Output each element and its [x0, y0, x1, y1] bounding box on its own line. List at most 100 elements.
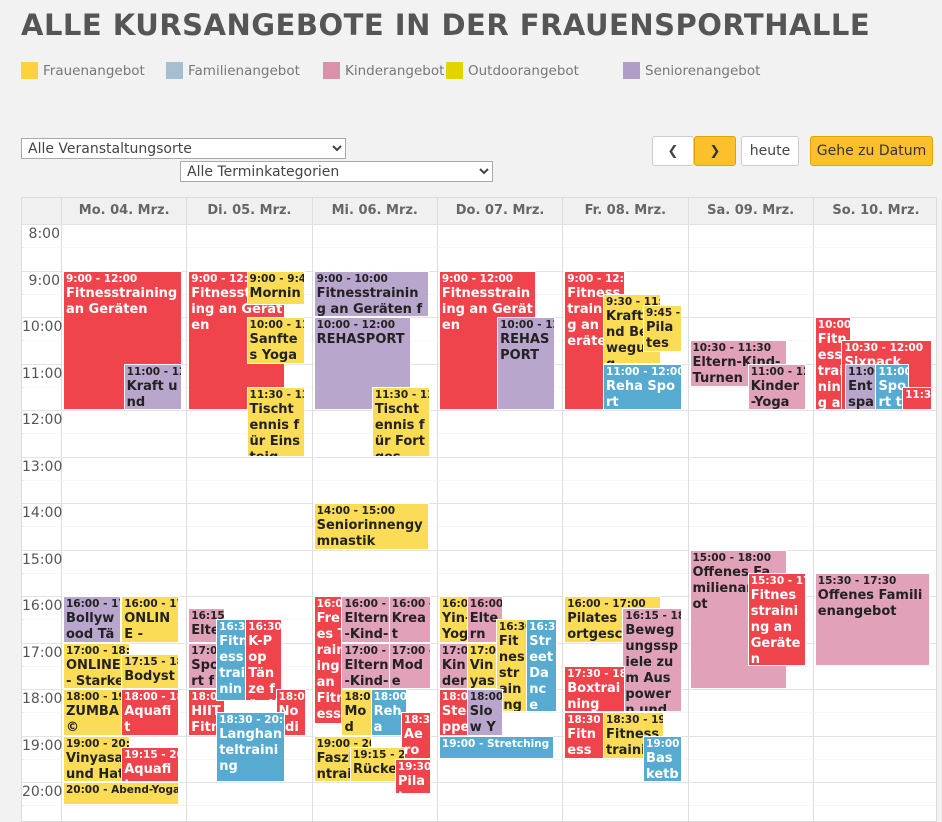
- calendar-event[interactable]: 19:00 - 20:00Basketball: [643, 735, 682, 782]
- event-title: Kreat: [391, 611, 426, 642]
- calendar-event[interactable]: 11:30 - 13:00Tischtennis für Einsteig: [246, 386, 305, 457]
- event-title: Offenes Familienangebot: [817, 587, 923, 619]
- calendar-event[interactable]: 19:00 - 20:00Vinyasa und Hatha Flow: [63, 735, 130, 782]
- event-title: Aerobic: [403, 727, 423, 759]
- today-button[interactable]: heute: [741, 136, 799, 166]
- prev-week-button[interactable]: ❮: [652, 136, 694, 166]
- week-calendar: Mo. 04. Mrz. Di. 05. Mrz. Mi. 06. Mrz. Do. …: [21, 197, 937, 822]
- event-time: 16:00 - 18:45: [316, 598, 350, 610]
- calendar-event[interactable]: 17:30 - 18:30Boxtraining: [564, 665, 625, 713]
- event-title: Reha: [373, 704, 402, 735]
- calendar-event[interactable]: 18:30 - 20:00Langhanteltraining: [216, 712, 286, 782]
- calendar-event[interactable]: 17:15 - 18:00Bodysty: [121, 654, 180, 689]
- calendar-event[interactable]: 17:00 - 18:00ONLINE - Starker: [63, 642, 130, 689]
- calendar-event[interactable]: 20:00 - Abend-Yoga: [63, 782, 180, 806]
- calendar-event[interactable]: 19:15 - 20:00Aquafit: [121, 747, 180, 782]
- calendar-event[interactable]: 11:30 - 12:00: [902, 386, 933, 410]
- event-time: 9:00 - 10:00: [316, 272, 388, 285]
- legend-item: Seniorenangebot: [623, 62, 760, 79]
- event-time: 18:30 - 19:30: [567, 714, 605, 727]
- event-title: Fitnesstraining an Geräten: [498, 634, 525, 713]
- calendar-event[interactable]: 19:30 - 20:15Pilates: [394, 758, 432, 794]
- legend-label: Outdoorangebot: [468, 62, 579, 79]
- event-time: 18:00 - 19:00: [278, 691, 305, 703]
- goto-date-button[interactable]: Gehe zu Datum: [810, 136, 933, 166]
- day-divider: [61, 224, 62, 821]
- legend-item: Kinderangebot: [323, 62, 444, 79]
- event-title: Eltern-Kind-Turnen: [344, 611, 389, 642]
- event-time: 10:30 - 12:00: [844, 342, 923, 355]
- event-time: 16:00 - 17:00: [344, 598, 395, 610]
- calendar-event[interactable]: 9:45 - 10:45Pilates: [643, 305, 682, 352]
- calendar-event[interactable]: 16:15 - 18:30Bewegungsspiele zum Auspowe…: [622, 607, 682, 713]
- calendar-event[interactable]: 16:00 - 17:00ONLINE -: [121, 596, 180, 643]
- calendar-event[interactable]: 14:00 - 15:00 Seniorinnengymnastik: [313, 503, 429, 550]
- calendar-event[interactable]: 19:00 - Stretching: [438, 735, 555, 759]
- calendar-event[interactable]: 11:00 - 12:00Kraft und: [123, 363, 182, 410]
- calendar-event[interactable]: 18:00 - 19:00ZUMBA©: [63, 689, 130, 736]
- event-time: 19:30 - 20:15: [397, 760, 432, 773]
- event-time: 16:00 - 17:00: [391, 598, 430, 610]
- calendar-event[interactable]: 16:00 - 17:00Bollywood Tänze: [63, 596, 122, 643]
- event-time: 10:00 - 12:00: [316, 319, 396, 331]
- calendar-event[interactable]: 15:30 - 17:30Fitnesstraining an Geräten: [747, 572, 806, 666]
- event-time: 16:00 - 17:00: [124, 598, 178, 610]
- calendar-event[interactable]: 16:30 - 18:30Street Dance: [526, 619, 557, 713]
- event-time: 18:30 - 20:00: [219, 714, 284, 727]
- calendar-event[interactable]: 16:30 - 18:15K-Pop Tänze für Kinder: [245, 619, 282, 701]
- event-title: Eltern: [469, 611, 499, 642]
- calendar-event[interactable]: 16:00 - 18:45Freies Training an Fitnessg…: [313, 596, 350, 724]
- event-title: Pilates: [397, 773, 426, 793]
- event-time: 16:30 - 18:15: [219, 621, 253, 634]
- event-title: Pilates: [646, 320, 674, 352]
- event-time: 18:00 - 19:00: [191, 691, 225, 703]
- event-title: Basketball: [646, 750, 679, 782]
- calendar-event[interactable]: 18:30 - 19:30Aerobic: [400, 712, 432, 759]
- calendar-event[interactable]: 18:00 - 18:45Aquafit: [121, 689, 180, 736]
- half-hour-line: [22, 247, 936, 249]
- venue-select[interactable]: Alle Veranstaltungsorte: [21, 138, 346, 159]
- half-hour-line: [22, 758, 936, 760]
- calendar-event[interactable]: 11:30 - 13:00Tischtennis für Fortges: [371, 386, 431, 457]
- hour-line: [22, 456, 936, 458]
- event-title: Vinyasa: [469, 657, 495, 689]
- day-divider: [812, 224, 814, 821]
- time-label: 12:00: [22, 412, 63, 428]
- event-time: 16:00 - 17:00: [441, 598, 476, 610]
- calendar-event[interactable]: 9:00 - 9:45Morning: [246, 270, 305, 306]
- event-time: 11:00 - 12:00: [848, 365, 880, 378]
- event-time: 10:00 - 12:00: [817, 319, 852, 331]
- calendar-event[interactable]: 11:00 - 12:00Entspannung: [845, 363, 880, 410]
- event-time: 9:00 - 9:45: [249, 272, 304, 285]
- event-time: 18:00 - 19:00: [469, 691, 504, 703]
- next-week-button[interactable]: ❯: [694, 136, 736, 166]
- event-time: 17:00 - 18:00: [391, 644, 430, 657]
- calendar-event[interactable]: 11:00 - 12:00 Reha Sport: [603, 363, 682, 410]
- event-time: 16:15 - 17:00: [191, 609, 225, 622]
- event-title: Mode: [391, 657, 423, 689]
- calendar-event[interactable]: 15:30 - 17:30 Offenes Familienangebot: [814, 572, 931, 666]
- event-title: Fitnesstraining an Geräten: [66, 285, 178, 317]
- time-label: 8:00: [28, 226, 60, 242]
- calendar-event[interactable]: 10:30 - 11:30 Eltern-Kind-Turnen: [689, 340, 787, 387]
- time-label: 13:00: [22, 458, 63, 475]
- day-header: Do. 07. Mrz.: [436, 198, 562, 224]
- category-select[interactable]: Alle Terminkategorien: [180, 161, 493, 182]
- event-time: 17:00 - 18:00: [344, 644, 395, 657]
- legend-swatch: [623, 62, 640, 79]
- calendar-event[interactable]: 9:00 - 10:00 Fitnesstraining an Geräten f…: [313, 270, 429, 317]
- calendar-event[interactable]: 16:30 - 18:30Fitnesstraining an Geräten: [495, 619, 529, 713]
- event-time: 20:00 - Abend-Yoga: [66, 784, 180, 796]
- calendar-event[interactable]: 10:00 - 11:00Sanftes Yoga für: [246, 317, 305, 364]
